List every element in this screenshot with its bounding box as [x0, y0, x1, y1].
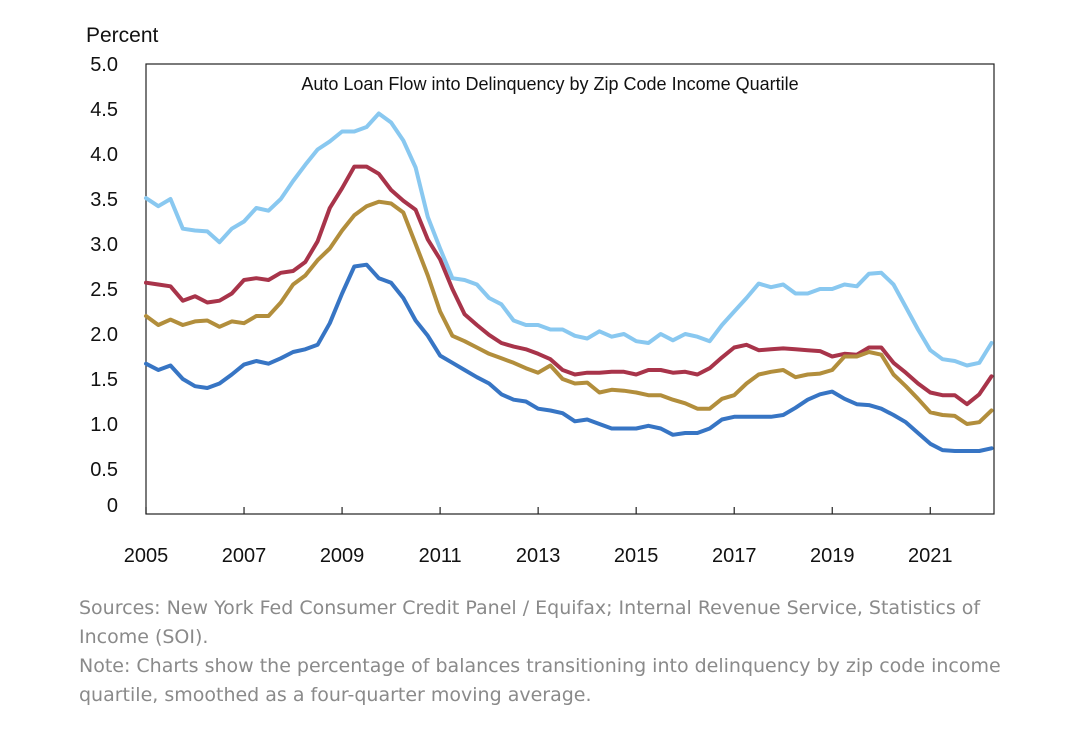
x-tick-label: 2015 [614, 545, 659, 567]
x-tick-label: 2019 [810, 545, 855, 567]
sources-text: Sources: New York Fed Consumer Credit Pa… [79, 597, 981, 648]
chart-area: Percent Auto Loan Flow into Delinquency … [86, 24, 995, 567]
note-text: Note: Charts show the percentage of bala… [79, 655, 1001, 706]
x-tick-label: 2011 [419, 545, 462, 567]
y-tick-label: 2.5 [90, 279, 118, 301]
series-line-2 [144, 164, 994, 407]
y-tick-labels: 0 0.5 1.0 1.5 2.0 2.5 3.0 3.5 4.0 4.5 5.0 [90, 54, 118, 517]
x-tick-label: 2013 [516, 545, 561, 567]
y-tick-label: 3.5 [90, 189, 118, 211]
y-tick-label: 3.0 [90, 234, 118, 256]
x-tick-label: 2009 [320, 545, 365, 567]
plot-frame [145, 63, 995, 515]
x-tick-label: 2005 [124, 545, 169, 567]
x-tick-label: 2017 [712, 545, 757, 567]
y-tick-label: 0 [107, 495, 118, 517]
x-tick-label: 2007 [222, 545, 267, 567]
x-tick-labels: 2005 2007 2009 2011 2013 2015 2017 2019 2021 [124, 507, 953, 567]
y-tick-label: 4.0 [90, 144, 118, 166]
series-line-1 [144, 111, 994, 368]
y-tick-label: 1.0 [90, 414, 118, 436]
y-tick-label: 1.5 [90, 369, 118, 391]
series-line-4 [144, 262, 994, 453]
y-tick-label: 5.0 [90, 54, 118, 76]
series-lines [144, 111, 994, 453]
line-chart: Auto Loan Flow into Delinquency by Zip C… [90, 54, 995, 567]
x-tick-label: 2021 [908, 545, 953, 567]
y-axis-label: Percent [86, 24, 159, 47]
y-tick-label: 4.5 [90, 99, 118, 121]
chart-notes: Sources: New York Fed Consumer Credit Pa… [79, 594, 1009, 710]
y-tick-label: 2.0 [90, 324, 118, 346]
chart-title: Auto Loan Flow into Delinquency by Zip C… [301, 74, 798, 94]
y-tick-label: 0.5 [90, 459, 118, 481]
series-line-3 [144, 199, 994, 426]
